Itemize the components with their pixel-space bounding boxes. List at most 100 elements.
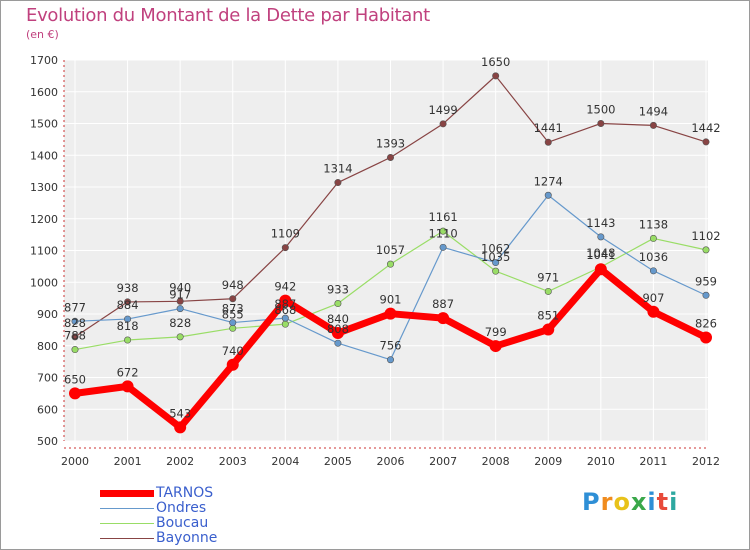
- chart-unit: (en €): [26, 28, 59, 41]
- data-point-ondres: [597, 233, 605, 241]
- x-tick-label: 2006: [377, 455, 405, 468]
- data-label-boucau: 818: [117, 319, 139, 333]
- data-point-boucau: [281, 320, 289, 328]
- data-label-ondres: 884: [117, 298, 139, 312]
- data-point-ondres: [492, 259, 500, 267]
- data-point-tarnos: [542, 323, 555, 336]
- data-label-ondres: 808: [327, 322, 349, 336]
- data-point-ondres: [544, 191, 552, 199]
- logo-letter: i: [669, 488, 679, 516]
- data-point-boucau: [176, 333, 184, 341]
- data-label-boucau: 933: [327, 283, 349, 297]
- legend-label: Ondres: [156, 500, 207, 516]
- x-tick-label: 2003: [219, 455, 247, 468]
- data-label-boucau: 1102: [691, 229, 720, 243]
- data-label-tarnos: 826: [695, 316, 717, 330]
- data-label-tarnos: 840: [327, 312, 349, 326]
- data-label-bayonne: 1441: [534, 121, 563, 135]
- data-label-bayonne: 1494: [639, 104, 668, 118]
- data-label-boucau: 855: [222, 307, 244, 321]
- data-point-bayonne: [176, 297, 184, 305]
- data-point-ondres: [71, 317, 79, 325]
- data-label-ondres: 1036: [639, 250, 668, 264]
- legend-item-bayonne: Bayonne: [100, 531, 217, 546]
- data-label-ondres: 887: [274, 297, 296, 311]
- legend-label: TARNOS: [156, 485, 214, 501]
- data-label-ondres: 756: [380, 339, 402, 353]
- data-point-bayonne: [386, 153, 394, 161]
- legend-label: Bayonne: [156, 530, 218, 546]
- data-label-bayonne: 1499: [428, 103, 457, 117]
- x-tick-label: 2002: [166, 455, 194, 468]
- data-point-ondres: [334, 339, 342, 347]
- data-point-tarnos: [331, 327, 344, 340]
- data-label-tarnos: 1041: [586, 248, 615, 262]
- data-point-boucau: [702, 246, 710, 254]
- data-point-ondres: [386, 356, 394, 364]
- data-point-ondres: [229, 319, 237, 327]
- data-label-boucau: 1048: [586, 246, 615, 260]
- data-point-bayonne: [334, 179, 342, 187]
- data-label-tarnos: 907: [642, 291, 664, 305]
- data-point-boucau: [649, 234, 657, 242]
- data-label-ondres: 1274: [534, 174, 563, 188]
- data-label-boucau: 1161: [428, 210, 457, 224]
- data-label-ondres: 877: [64, 300, 86, 314]
- data-label-tarnos: 650: [64, 372, 86, 386]
- data-label-tarnos: 740: [222, 344, 244, 358]
- x-tick-label: 2004: [271, 455, 299, 468]
- data-label-boucau: 828: [169, 316, 191, 330]
- legend-item-ondres: Ondres: [100, 501, 217, 516]
- y-tick-label: 1100: [30, 245, 58, 258]
- chart-title: Evolution du Montant de la Dette par Hab…: [26, 5, 430, 26]
- data-point-boucau: [439, 227, 447, 235]
- data-label-bayonne: 1393: [376, 136, 405, 150]
- x-tick-label: 2007: [429, 455, 457, 468]
- data-point-tarnos: [69, 387, 81, 400]
- data-label-tarnos: 901: [380, 293, 402, 307]
- data-label-tarnos: 799: [485, 325, 507, 339]
- data-point-tarnos: [700, 331, 712, 344]
- data-point-tarnos: [226, 358, 239, 371]
- data-point-ondres: [124, 315, 132, 323]
- data-point-ondres: [702, 291, 710, 299]
- logo-letter: r: [600, 488, 614, 516]
- data-label-bayonne: 828: [64, 316, 86, 330]
- data-label-boucau: 971: [537, 270, 559, 284]
- x-tick-label: 2000: [61, 455, 89, 468]
- legend-item-tarnos: TARNOS: [100, 486, 217, 501]
- x-tick-label: 2011: [639, 455, 667, 468]
- data-point-bayonne: [229, 295, 237, 303]
- data-label-boucau: 1035: [481, 250, 510, 264]
- y-tick-label: 1400: [30, 149, 58, 162]
- data-point-tarnos: [437, 312, 450, 325]
- data-label-bayonne: 940: [169, 280, 191, 294]
- data-label-bayonne: 1314: [323, 162, 352, 176]
- logo-letter: P: [582, 488, 601, 516]
- x-tick-label: 2012: [692, 455, 720, 468]
- data-point-tarnos: [279, 294, 292, 307]
- data-label-ondres: 917: [169, 288, 191, 302]
- data-point-bayonne: [124, 298, 132, 306]
- data-point-ondres: [649, 267, 657, 275]
- data-point-ondres: [281, 314, 289, 322]
- logo-letter: x: [630, 488, 648, 516]
- x-tick-label: 2001: [114, 455, 142, 468]
- legend: TARNOS Ondres Boucau Bayonne: [100, 486, 217, 546]
- data-point-boucau: [334, 300, 342, 308]
- y-tick-label: 700: [37, 372, 58, 385]
- data-label-ondres: 873: [222, 302, 244, 316]
- data-point-bayonne: [492, 72, 500, 80]
- data-point-bayonne: [439, 120, 447, 128]
- data-label-bayonne: 938: [117, 281, 139, 295]
- data-point-tarnos: [647, 305, 660, 318]
- legend-swatch: [100, 522, 154, 525]
- data-point-bayonne: [597, 120, 605, 128]
- y-tick-label: 1300: [30, 181, 58, 194]
- data-point-bayonne: [649, 121, 657, 129]
- x-tick-label: 2008: [482, 455, 510, 468]
- x-tick-label: 2010: [587, 455, 615, 468]
- data-label-boucau: 1057: [376, 243, 405, 257]
- data-point-boucau: [544, 287, 552, 295]
